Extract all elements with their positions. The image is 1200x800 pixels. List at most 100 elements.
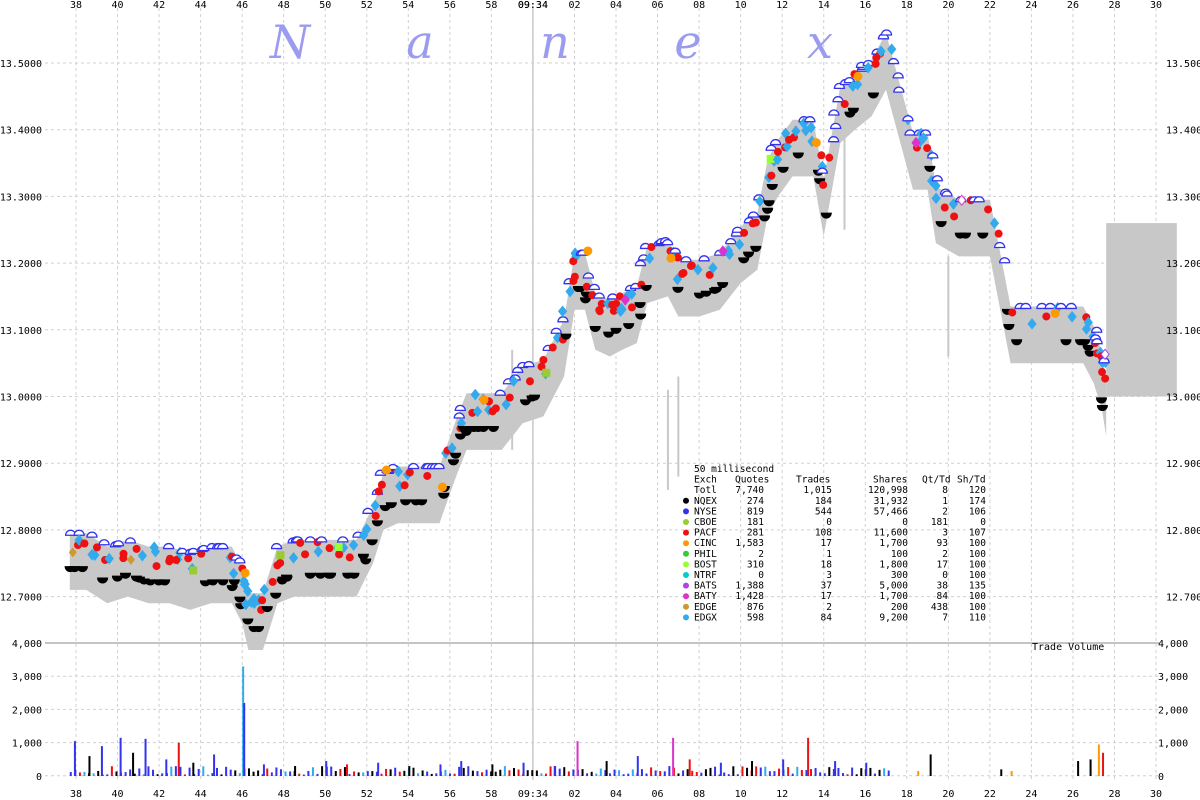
volume-bar xyxy=(380,773,383,776)
nyse-quote-marker xyxy=(941,190,953,197)
nyse-quote-marker xyxy=(887,57,900,65)
pacf-quote-marker xyxy=(165,554,174,563)
edgx-quote-marker xyxy=(393,465,403,478)
volume-bar xyxy=(69,772,72,776)
volume-bar xyxy=(714,766,717,776)
edgx-quote-marker xyxy=(617,303,627,316)
volume-bar xyxy=(177,742,180,776)
volume-bar xyxy=(225,766,228,776)
nyse-quote-marker xyxy=(827,136,840,143)
stats-shares: 9,200 xyxy=(879,612,908,623)
volume-bar xyxy=(791,773,794,776)
stats-shares: 5,000 xyxy=(879,581,908,592)
pacf-quote-marker xyxy=(570,272,579,281)
x-tick-label-bottom: 58 xyxy=(485,789,497,800)
volume-tick-label-right: 4,000 xyxy=(1158,639,1188,650)
volume-bar xyxy=(627,773,630,776)
stats-exch: CINC xyxy=(694,538,717,549)
quote-markers xyxy=(64,29,1111,633)
volume-tick-label-left: 3,000 xyxy=(12,672,42,683)
pacf-quote-marker xyxy=(705,270,714,279)
nyse-quote-marker xyxy=(698,255,710,262)
stats-qt-td: 0 xyxy=(942,570,948,581)
nyse-quote-marker xyxy=(765,144,777,151)
nyse-quote-marker xyxy=(453,412,465,419)
x-tick-label-bottom: 46 xyxy=(236,789,248,800)
edgx-quote-marker xyxy=(806,121,816,134)
pacf-quote-marker xyxy=(92,543,101,552)
nqex-quote-marker xyxy=(159,579,171,586)
volume-bar xyxy=(1010,771,1013,776)
volume-bar xyxy=(357,772,360,776)
pacf-quote-marker xyxy=(686,261,695,270)
nqex-quote-marker xyxy=(1096,405,1108,411)
volume-bar xyxy=(311,767,314,776)
edgx-quote-marker xyxy=(782,140,792,153)
nqex-quote-marker xyxy=(738,257,750,264)
volume-bar xyxy=(773,771,776,776)
stats-sh-td: 120 xyxy=(969,485,986,496)
volume-bar xyxy=(686,769,689,776)
volume-bar xyxy=(778,768,781,776)
x-tick-label-top: 06 xyxy=(652,0,664,11)
volume-bar xyxy=(197,768,200,776)
nyse-quote-marker xyxy=(830,122,842,130)
pacf-quote-marker xyxy=(940,203,949,212)
price-tick-label-left: 13.3000 xyxy=(0,192,42,203)
volume-bar xyxy=(746,767,749,776)
cinc-quote-marker xyxy=(853,71,863,81)
volume-bar xyxy=(142,774,145,776)
volume-bar xyxy=(650,767,653,776)
edgx-quote-marker xyxy=(137,549,148,562)
volume-bar xyxy=(823,773,826,776)
volume-bar xyxy=(257,770,260,776)
edgx-quote-marker xyxy=(724,248,735,261)
legend-swatch-nyse xyxy=(683,508,689,515)
price-tick-label-right: 12.9000 xyxy=(1166,459,1200,470)
x-tick-label-top: 54 xyxy=(402,0,414,11)
volume-bar xyxy=(362,772,365,776)
nqex-quote-marker xyxy=(792,152,804,159)
volume-bar xyxy=(682,770,685,776)
volume-tick-label-right: 1,000 xyxy=(1158,739,1188,750)
stats-quotes: 274 xyxy=(747,496,764,507)
nbbo-band xyxy=(69,33,1177,650)
pacf-quote-marker xyxy=(740,228,749,237)
nyse-quote-marker xyxy=(582,272,595,279)
volume-bar xyxy=(490,771,493,776)
nyse-quote-marker xyxy=(593,292,605,299)
volume-bar xyxy=(339,769,342,776)
volume-bar xyxy=(865,762,868,776)
stats-sh-td: 100 xyxy=(969,591,986,602)
volume-bar xyxy=(917,771,920,776)
volume-bar xyxy=(144,738,147,776)
nyse-quote-marker xyxy=(634,260,647,267)
pacf-quote-marker xyxy=(1098,368,1107,377)
stats-exch: CBOE xyxy=(694,517,717,528)
volume-bar xyxy=(732,766,735,776)
volume-bar xyxy=(672,737,675,776)
nyse-quote-marker xyxy=(550,327,562,334)
nbbo-band-tail xyxy=(1106,223,1177,397)
price-tick-label-left: 13.1000 xyxy=(0,326,42,337)
pacf-quote-marker xyxy=(1101,374,1110,383)
edgx-quote-marker xyxy=(243,585,253,597)
price-tick-label-left: 12.7000 xyxy=(0,593,42,604)
nbbo-band-area xyxy=(69,33,1107,650)
x-tick-label-top: 44 xyxy=(195,0,207,11)
nyse-quote-marker xyxy=(523,361,535,368)
edgx-quote-marker xyxy=(887,43,897,55)
stats-sh-td: 100 xyxy=(969,602,986,613)
volume-bar xyxy=(152,769,155,776)
volume-bar xyxy=(132,752,135,776)
volume-bar xyxy=(522,762,525,776)
volume-bar xyxy=(508,770,511,776)
volume-bar xyxy=(563,767,566,776)
pacf-quote-marker xyxy=(335,550,344,559)
volume-bar xyxy=(394,767,397,776)
pacf-quote-marker xyxy=(268,577,277,586)
nqex-quote-marker xyxy=(924,165,936,172)
nqex-quote-marker xyxy=(777,166,789,173)
x-tick-label-bottom: 48 xyxy=(278,789,290,800)
volume-bar xyxy=(586,773,589,776)
